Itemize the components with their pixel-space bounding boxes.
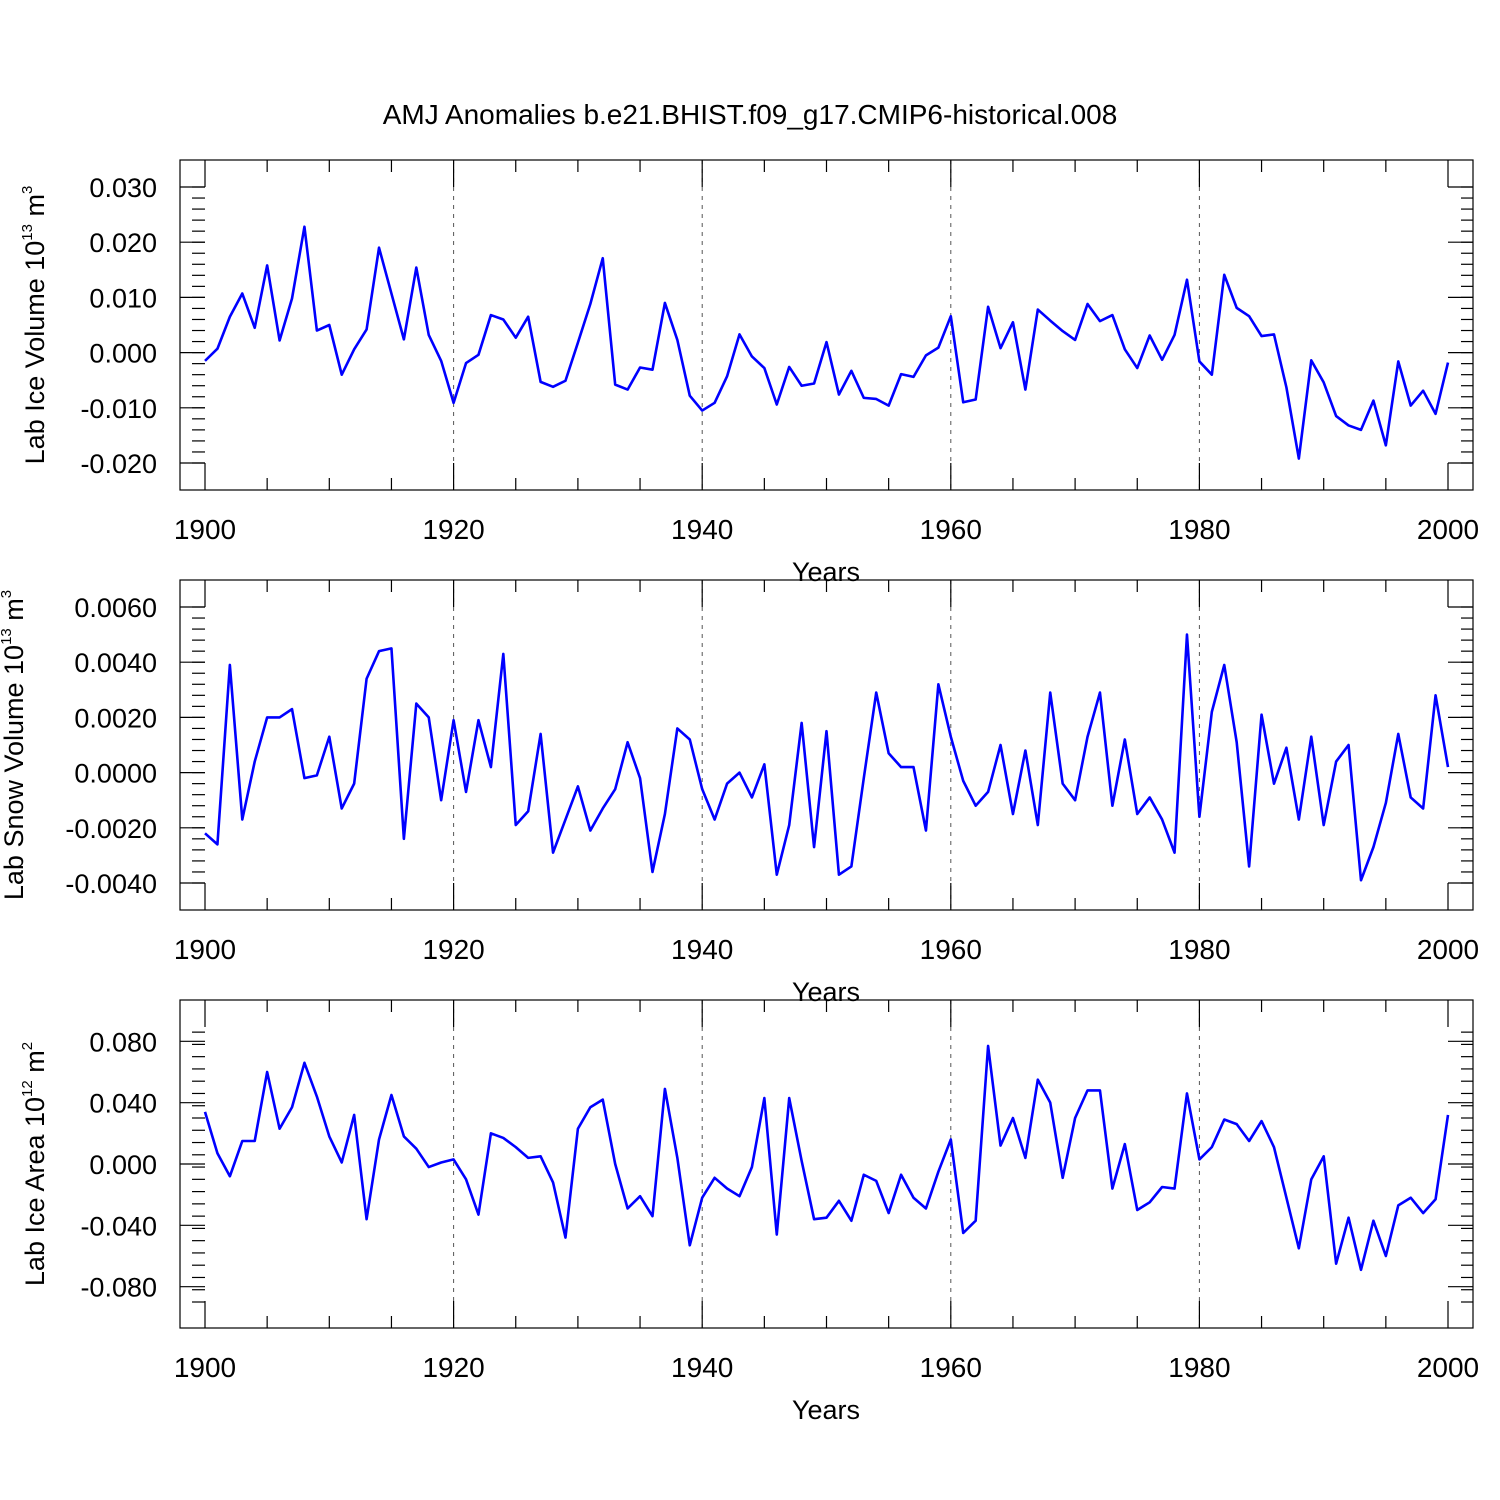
x-axis-label: Years	[792, 1395, 860, 1425]
y-tick-label: 0.0060	[74, 593, 157, 623]
y-axis-label-superscript: 3	[0, 590, 15, 598]
plot-frame	[179, 159, 1474, 491]
figure-title: AMJ Anomalies b.e21.BHIST.f09_g17.CMIP6-…	[383, 99, 1118, 130]
x-tick-label: 1920	[422, 514, 484, 545]
y-tick-label: 0.0020	[74, 703, 157, 733]
x-tick-label: 1920	[422, 934, 484, 965]
y-tick-label: 0.030	[89, 173, 157, 203]
x-tick-label: 1940	[671, 1352, 733, 1383]
y-tick-label: 0.040	[89, 1089, 157, 1119]
y-axis-label-part: m	[20, 1050, 50, 1080]
y-axis-label-part: Lab Ice Volume 10	[20, 241, 50, 465]
x-tick-label: 1960	[920, 1352, 982, 1383]
chart-panel-ice-area: 1900 1920 1940 1960 1980 2000 0.080 0.040 0.000 -…	[19, 999, 1479, 1425]
y-tick-label: 0.010	[89, 283, 157, 313]
y-tick-label: 0.000	[89, 1150, 157, 1180]
x-tick-label: 1980	[1168, 514, 1230, 545]
x-tick-label: 2000	[1417, 1352, 1479, 1383]
x-tick-label: 1900	[174, 934, 236, 965]
chart-panel-ice-volume: 1900 1920 1940 1960 1980 2000 0.030 0.020 0.010 0…	[19, 159, 1479, 587]
y-axis-label-superscript: 3	[19, 186, 36, 194]
x-tick-label: 2000	[1417, 934, 1479, 965]
x-tick-label: 1980	[1168, 1352, 1230, 1383]
y-tick-label: 0.080	[89, 1027, 157, 1057]
y-tick-label: -0.0040	[65, 869, 157, 899]
y-tick-label: -0.020	[80, 449, 157, 479]
y-tick-label: -0.040	[80, 1211, 157, 1241]
y-tick-label: 0.020	[89, 228, 157, 258]
x-tick-label: 2000	[1417, 514, 1479, 545]
y-axis-label: Lab Ice Volume 1013 m3	[19, 186, 50, 465]
chart-panel-snow-volume: 1900 1920 1940 1960 1980 2000 0.0060 0.0040 0.00…	[0, 579, 1479, 1007]
series-line	[204, 225, 1450, 460]
y-tick-label: -0.0020	[65, 814, 157, 844]
y-axis-label-part: Lab Ice Area 10	[20, 1097, 50, 1286]
y-axis-label-superscript: 13	[19, 224, 36, 241]
y-tick-label: 0.0040	[74, 648, 157, 678]
y-tick-label: -0.080	[80, 1273, 157, 1303]
y-axis-label-superscript: 13	[0, 628, 15, 645]
x-tick-label: 1960	[920, 934, 982, 965]
y-axis-label: Lab Snow Volume 1013 m3	[0, 590, 29, 900]
y-axis-label-part: Lab Snow Volume 10	[0, 645, 29, 900]
y-tick-label: 0.0000	[74, 759, 157, 789]
y-tick-label: -0.010	[80, 394, 157, 424]
series-line	[204, 633, 1450, 882]
y-axis-label-part: m	[20, 194, 50, 224]
y-axis-label-superscript: 2	[19, 1042, 36, 1050]
series-line	[203, 1044, 1450, 1272]
x-tick-label: 1900	[174, 514, 236, 545]
x-tick-label: 1940	[671, 514, 733, 545]
y-axis-label: Lab Ice Area 1012 m2	[19, 1042, 50, 1286]
x-tick-label: 1960	[920, 514, 982, 545]
x-tick-label: 1980	[1168, 934, 1230, 965]
y-axis-label-superscript: 12	[19, 1080, 36, 1097]
y-tick-label: 0.000	[89, 339, 157, 369]
y-axis-label-part: m	[0, 598, 29, 628]
x-tick-label: 1940	[671, 934, 733, 965]
x-tick-label: 1920	[422, 1352, 484, 1383]
x-tick-label: 1900	[174, 1352, 236, 1383]
